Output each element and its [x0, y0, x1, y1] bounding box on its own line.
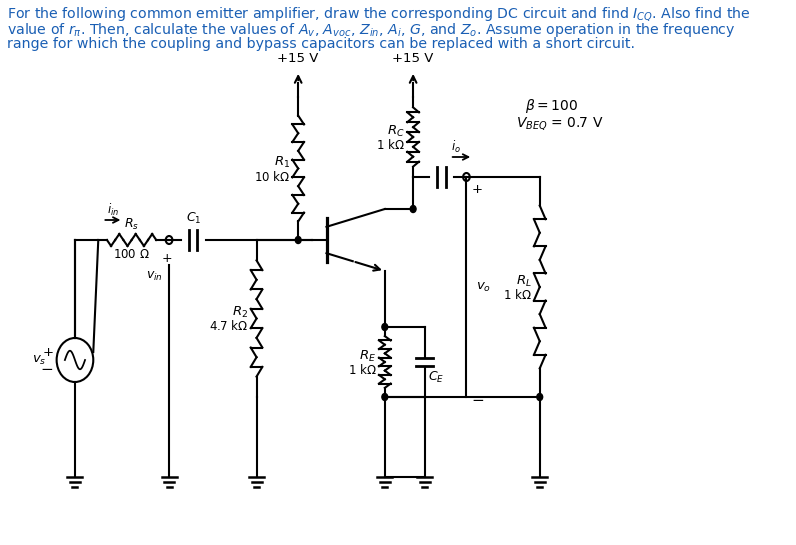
- Text: $v_o$: $v_o$: [475, 281, 490, 294]
- Circle shape: [382, 324, 388, 330]
- Text: +15 V: +15 V: [278, 52, 319, 65]
- Text: +15 V: +15 V: [392, 52, 434, 65]
- Text: $R_s$: $R_s$: [124, 217, 139, 232]
- Text: +: +: [162, 252, 173, 265]
- Text: −: −: [41, 362, 53, 378]
- Text: +: +: [471, 183, 482, 196]
- Text: $i_{in}$: $i_{in}$: [107, 202, 119, 218]
- Text: $i_o$: $i_o$: [451, 139, 462, 155]
- Text: $R_L$: $R_L$: [516, 274, 532, 288]
- Text: $\beta = 100$: $\beta = 100$: [525, 97, 578, 115]
- Text: For the following common emitter amplifier, draw the corresponding DC circuit an: For the following common emitter amplifi…: [6, 5, 751, 23]
- Circle shape: [537, 393, 543, 401]
- Text: $R_2$: $R_2$: [232, 305, 248, 320]
- Circle shape: [382, 393, 388, 401]
- Text: $v_{in}$: $v_{in}$: [146, 270, 162, 283]
- Text: $v_s$: $v_s$: [32, 354, 47, 367]
- Text: range for which the coupling and bypass capacitors can be replaced with a short : range for which the coupling and bypass …: [6, 37, 634, 51]
- Text: +: +: [42, 346, 53, 359]
- Text: $V_{BEQ}$ = 0.7 V: $V_{BEQ}$ = 0.7 V: [516, 115, 603, 132]
- Text: −: −: [471, 393, 484, 408]
- Text: $R_E$: $R_E$: [360, 348, 377, 364]
- Text: $R_1$: $R_1$: [274, 155, 290, 170]
- Text: 1 k$\Omega$: 1 k$\Omega$: [377, 138, 405, 152]
- Circle shape: [295, 237, 301, 244]
- Text: $R_C$: $R_C$: [387, 124, 405, 138]
- Text: 10 k$\Omega$: 10 k$\Omega$: [254, 169, 290, 184]
- Text: 1 k$\Omega$: 1 k$\Omega$: [503, 288, 532, 302]
- Text: value of $r_{\pi}$. Then, calculate the values of $A_v$, $A_{voc}$, $Z_{in}$, $A: value of $r_{\pi}$. Then, calculate the …: [6, 21, 736, 39]
- Text: $C_1$: $C_1$: [185, 211, 201, 226]
- Text: 4.7 k$\Omega$: 4.7 k$\Omega$: [209, 319, 248, 334]
- Text: $C_E$: $C_E$: [428, 370, 444, 385]
- Circle shape: [410, 205, 416, 213]
- Text: 100 $\Omega$: 100 $\Omega$: [113, 248, 150, 261]
- Text: 1 k$\Omega$: 1 k$\Omega$: [348, 363, 377, 377]
